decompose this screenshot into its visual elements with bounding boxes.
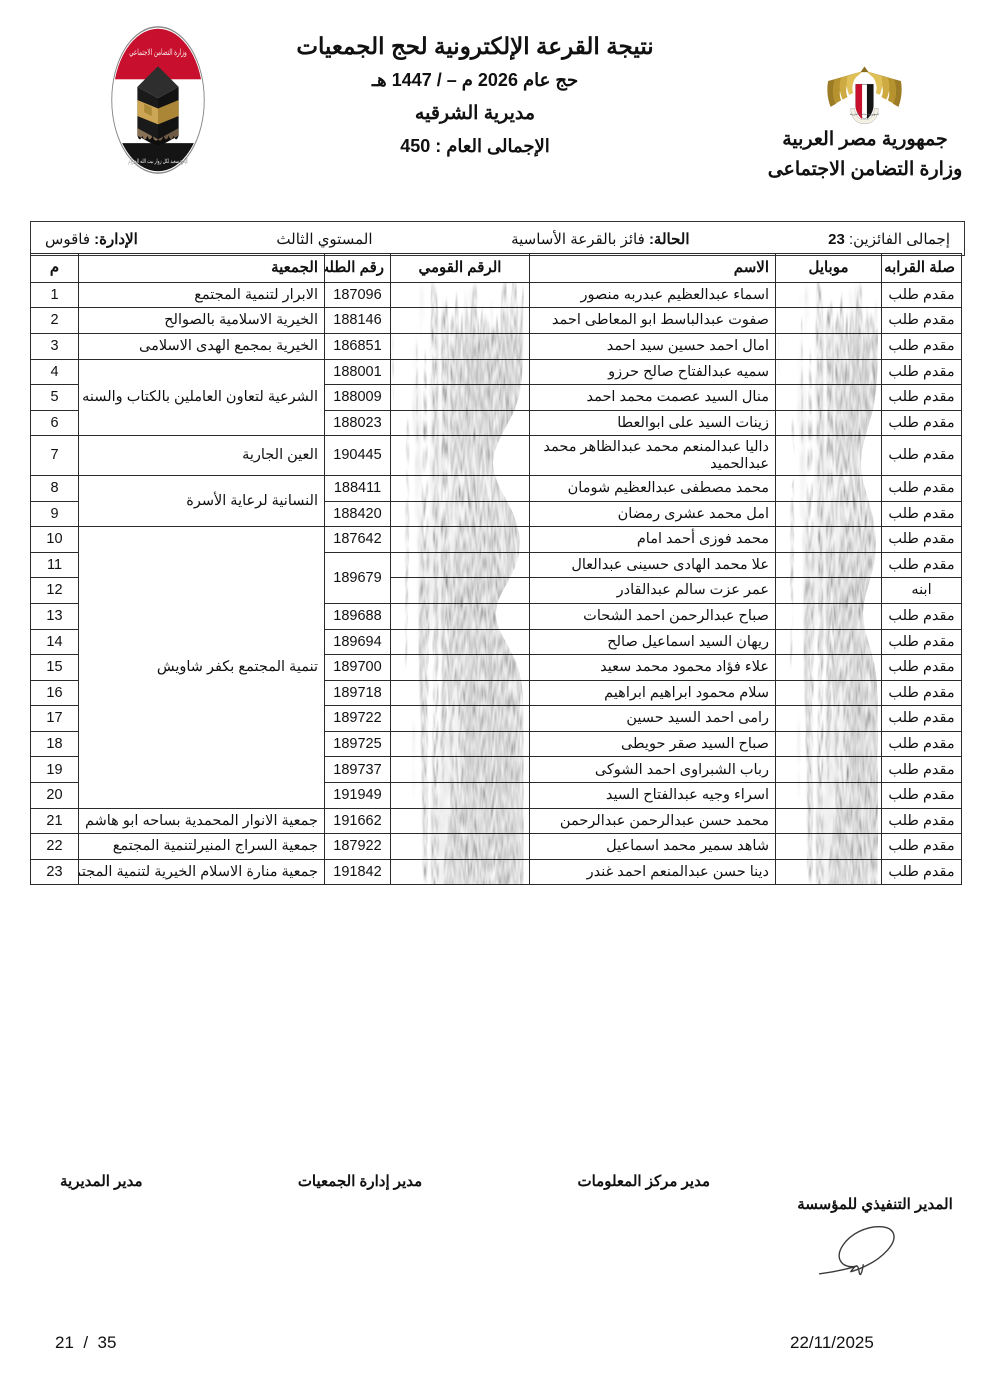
svg-text:جمهورية مصر العربية: جمهورية مصر العربية [850, 112, 879, 116]
svg-text:وزارة التضامن الاجتماعي: وزارة التضامن الاجتماعي [129, 48, 186, 57]
svg-text:الحج سعيد لكل زوار بيت الله ال: الحج سعيد لكل زوار بيت الله الحرام [128, 158, 188, 165]
